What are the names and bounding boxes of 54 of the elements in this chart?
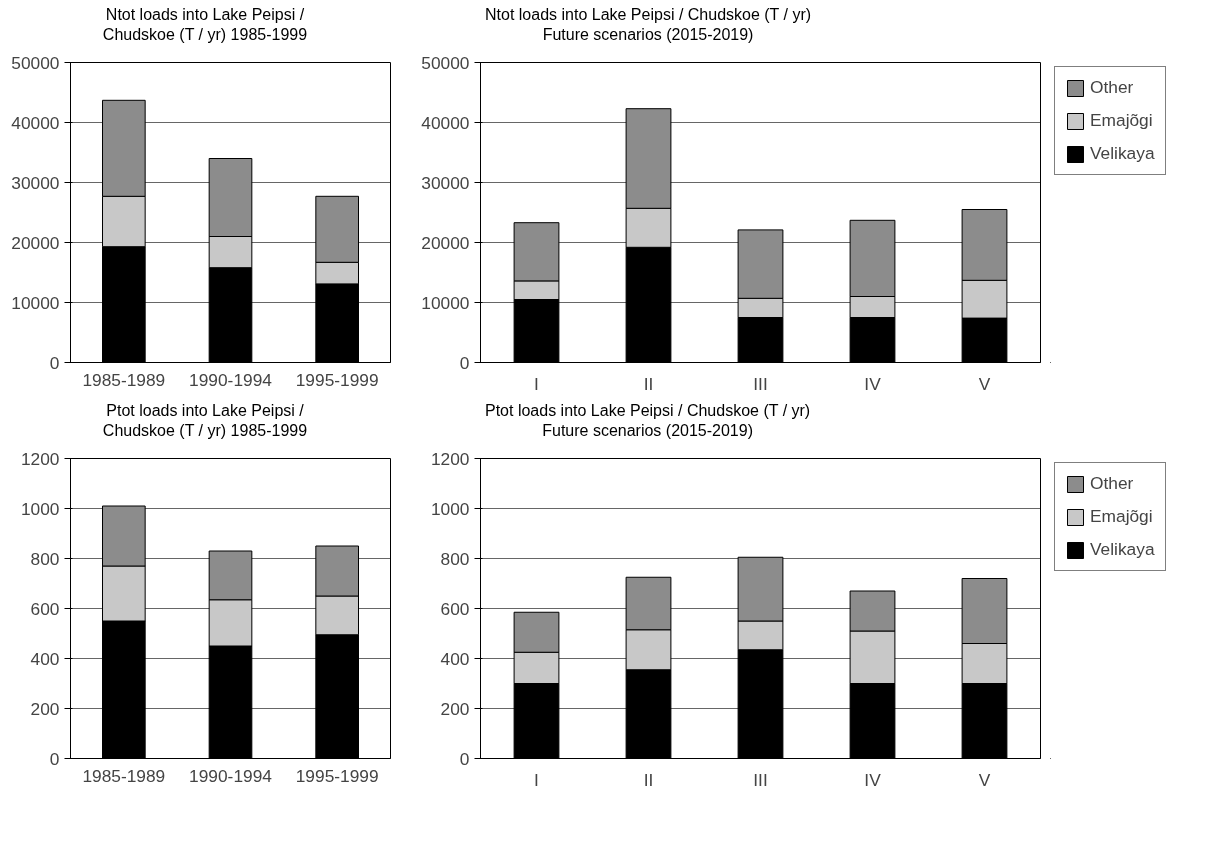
- y-tick-label: 1200: [20, 448, 60, 469]
- y-tick-label: 20000: [421, 232, 470, 253]
- y-tick-label: 600: [30, 598, 60, 619]
- chart-title: Ptot loads into Lake Peipsi / Chudskoe (T / yr): [485, 402, 811, 419]
- chart-title: Ntot loads into Lake Peipsi / Chudskoe (T / yr): [485, 6, 812, 23]
- y-tick-label: 200: [440, 698, 470, 719]
- x-tick-label: 1990-1994: [189, 765, 273, 786]
- x-tick-label: 1995-1999: [295, 765, 379, 786]
- legend-label: Other: [1090, 473, 1134, 494]
- y-tick-label: 1000: [20, 498, 60, 519]
- y-tick-label: 40000: [421, 112, 470, 133]
- y-tick-label: 30000: [421, 172, 470, 193]
- y-tick-label: 10000: [11, 292, 60, 313]
- x-tick-label: II: [643, 373, 654, 394]
- legend-label: Emajõgi: [1090, 506, 1153, 527]
- y-tick-label: 10000: [421, 292, 470, 313]
- y-tick-label: 800: [30, 548, 60, 569]
- x-tick-label: V: [978, 769, 991, 790]
- y-tick-label: 600: [440, 598, 470, 619]
- legend-label: Emajõgi: [1090, 110, 1153, 131]
- y-tick-label: 20000: [11, 232, 60, 253]
- y-tick-label: 1200: [430, 448, 470, 469]
- chart-title: Ptot loads into Lake Peipsi / Chudskoe (T / yr) 1985-1999: [102, 402, 308, 439]
- x-tick-label: II: [643, 769, 654, 790]
- y-tick-label: 0: [459, 748, 470, 769]
- x-tick-label: I: [534, 769, 539, 790]
- y-tick-label: 0: [49, 352, 60, 373]
- y-tick-label: 30000: [11, 172, 60, 193]
- y-tick-label: 0: [459, 352, 470, 373]
- y-tick-label: 1000: [430, 498, 470, 519]
- y-tick-label: 50000: [421, 52, 470, 73]
- x-tick-label: V: [978, 373, 991, 394]
- y-tick-label: 400: [30, 648, 60, 669]
- y-tick-label: 400: [440, 648, 470, 669]
- legend-label: Velikaya: [1090, 539, 1155, 560]
- x-tick-label: 1995-1999: [295, 369, 379, 390]
- x-tick-label: 1990-1994: [189, 369, 273, 390]
- legend-label: Other: [1090, 77, 1134, 98]
- x-tick-label: III: [753, 373, 768, 394]
- x-tick-label: 1985-1989: [82, 369, 166, 390]
- y-tick-label: 50000: [11, 52, 60, 73]
- y-tick-label: 40000: [11, 112, 60, 133]
- x-tick-label: IV: [864, 373, 882, 394]
- x-tick-label: IV: [864, 769, 882, 790]
- chart-subtitle: Future scenarios (2015-2019): [542, 26, 754, 43]
- y-tick-label: 0: [49, 748, 60, 769]
- x-tick-label: 1985-1989: [82, 765, 166, 786]
- chart-subtitle: Future scenarios (2015-2019): [542, 422, 753, 439]
- y-tick-label: 800: [440, 548, 470, 569]
- x-tick-label: I: [534, 373, 539, 394]
- y-tick-label: 200: [30, 698, 60, 719]
- legend-label: Velikaya: [1090, 143, 1155, 164]
- x-tick-label: III: [753, 769, 768, 790]
- chart-title: Ntot loads into Lake Peipsi / Chudskoe (T / yr) 1985-1999: [102, 6, 308, 43]
